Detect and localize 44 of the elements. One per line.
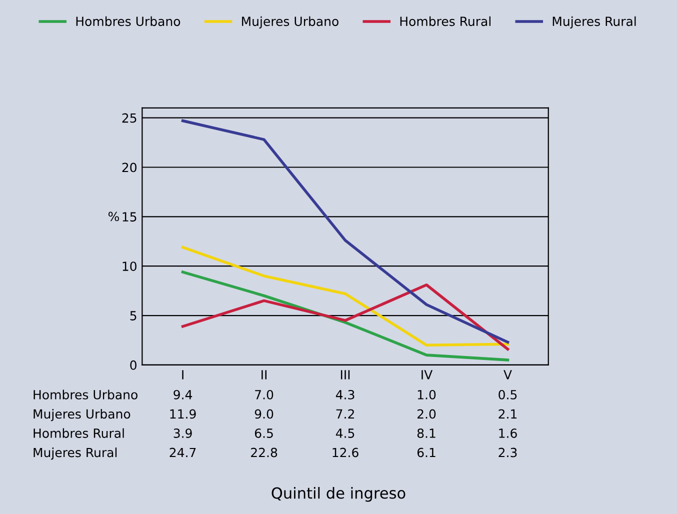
data-label: 4.5 xyxy=(336,428,354,438)
text: Hombres Urbano xyxy=(34,390,138,400)
y-axis-title: % xyxy=(108,212,119,222)
legend-label: Mujeres Rural xyxy=(552,16,636,28)
data-label: 2.1 xyxy=(498,409,517,419)
y-tick-label: 25 xyxy=(122,113,136,123)
data-label: 22.8 xyxy=(251,448,278,458)
line-series xyxy=(181,246,510,347)
text: Mujeres Urbano xyxy=(34,409,130,422)
x-tick-label: IV xyxy=(422,370,433,380)
text: Mujeres Rural xyxy=(34,448,117,460)
x-tick-label: I xyxy=(182,370,184,380)
data-label: 6.5 xyxy=(254,428,273,438)
data-label: 2.3 xyxy=(498,448,517,458)
y-tick-label: 20 xyxy=(122,162,136,172)
y-tick-label: 5 xyxy=(130,311,136,320)
legend-label: Hombres Rural xyxy=(400,16,490,26)
line-series xyxy=(181,119,510,344)
text: Quintil de ingreso xyxy=(272,486,406,502)
data-label: 4.3 xyxy=(336,390,354,400)
data-label: 9.0 xyxy=(254,409,274,419)
x-tick-label: V xyxy=(504,370,512,380)
legend-label: Hombres Urbano xyxy=(76,16,180,26)
text: Hombres Rural xyxy=(34,428,124,438)
data-label: 0.5 xyxy=(498,390,517,400)
data-label: 9.4 xyxy=(174,390,192,400)
data-label: 24.7 xyxy=(170,448,196,458)
y-tick-label: 10 xyxy=(122,262,136,272)
legend-label: Mujeres Urbano xyxy=(242,16,338,28)
data-label: 6.1 xyxy=(417,448,436,458)
data-label: 2.0 xyxy=(417,409,436,419)
data-label: 1.0 xyxy=(418,390,436,400)
data-label: 7.0 xyxy=(255,390,274,400)
data-label: 1.6 xyxy=(499,428,517,438)
data-label: 12.6 xyxy=(332,448,358,458)
data-label: 3.9 xyxy=(174,428,192,438)
data-label: 8.1 xyxy=(417,428,436,438)
y-tick-label: 0 xyxy=(130,360,136,370)
data-label: 7.2 xyxy=(336,409,354,419)
x-tick-label: III xyxy=(340,370,350,380)
x-tick-label: II xyxy=(262,370,266,380)
y-tick-label: 15 xyxy=(122,212,136,222)
data-label: 11.9 xyxy=(170,409,196,419)
line-series xyxy=(181,283,510,351)
